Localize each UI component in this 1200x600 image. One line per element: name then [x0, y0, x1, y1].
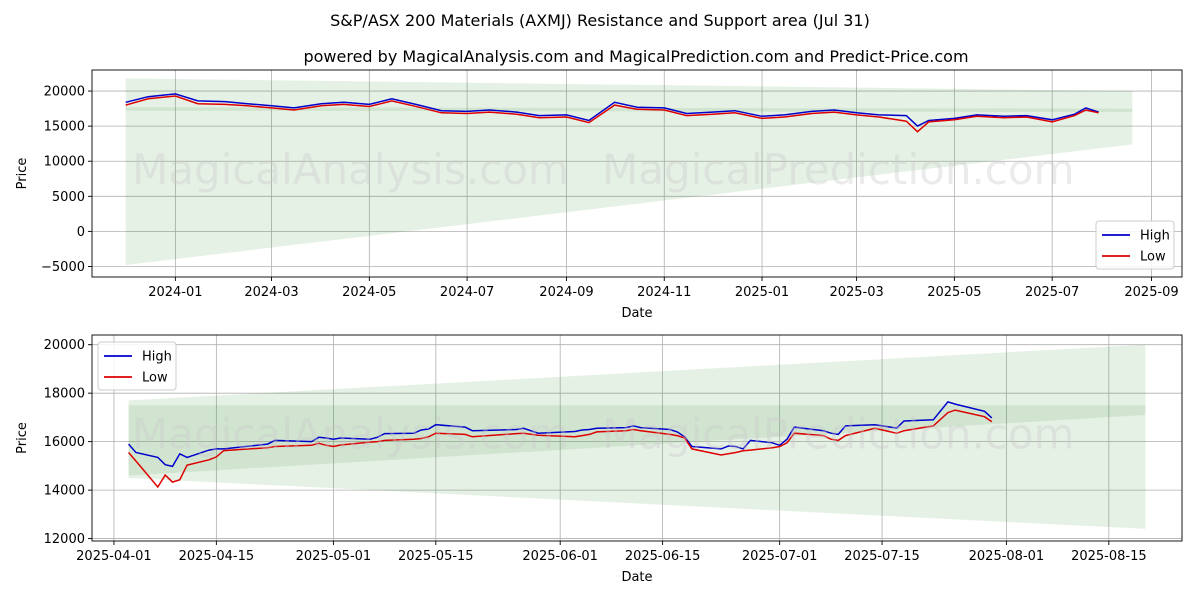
- x-tick-label: 2025-08-15: [1071, 549, 1147, 564]
- y-tick-label: 5000: [52, 190, 85, 205]
- resistance-support-band: [125, 107, 1133, 113]
- x-tick-label: 2024-09: [539, 285, 593, 300]
- x-tick-label: 2025-05: [927, 285, 981, 300]
- y-tick-label: 12000: [44, 532, 85, 547]
- legend: High Low: [97, 341, 177, 391]
- grid: [92, 70, 1182, 277]
- resistance-support-band: [125, 78, 1133, 266]
- series-line-low: [125, 95, 1099, 133]
- x-tick-label: 2024-03: [244, 285, 298, 300]
- legend-box: [1095, 220, 1175, 270]
- x-axis-label: Date: [621, 306, 652, 321]
- y-axis-label: Price: [15, 158, 30, 190]
- x-tick-label: 2025-09: [1124, 285, 1178, 300]
- plot-area: [125, 78, 1133, 266]
- watermark-text: MagicalPrediction.com: [602, 409, 1075, 458]
- legend-label-low: Low: [142, 371, 168, 386]
- series-line-high: [128, 401, 993, 468]
- x-tick-label: 2025-06-01: [522, 549, 598, 564]
- x-tick-label: 2025-04-15: [179, 549, 255, 564]
- x-axis-label: Date: [621, 570, 652, 585]
- series-line-high: [125, 93, 1099, 128]
- legend-box: [97, 341, 177, 391]
- y-tick-label: 20000: [44, 85, 85, 100]
- legend-label-low: Low: [1140, 250, 1166, 265]
- x-tick-label: 2024-01: [148, 285, 202, 300]
- x-tick-label: 2025-01: [735, 285, 789, 300]
- series-line-low: [128, 409, 993, 489]
- legend-label-high: High: [1140, 229, 1170, 244]
- y-tick-label: −5000: [41, 260, 85, 275]
- y-tick-label: 0: [77, 225, 85, 240]
- top-panel: MagicalAnalysis.com MagicalPrediction.com…: [15, 69, 1183, 321]
- axes-frame: [91, 69, 1183, 278]
- x-tick-label: 2025-04-01: [76, 549, 152, 564]
- x-tick-label: 2024-05: [342, 285, 396, 300]
- x-tick-label: 2025-07-15: [844, 549, 920, 564]
- y-tick-label: 20000: [44, 338, 85, 353]
- y-axis-label: Price: [15, 422, 30, 454]
- y-tick-label: 15000: [44, 120, 85, 135]
- watermark-text: MagicalPrediction.com: [602, 145, 1075, 194]
- x-tick-label: 2025-05-15: [398, 549, 474, 564]
- x-tick-label: 2025-05-01: [296, 549, 372, 564]
- x-tick-label: 2025-07: [1025, 285, 1079, 300]
- resistance-support-band: [128, 405, 1146, 476]
- x-tick-label: 2024-07: [440, 285, 494, 300]
- y-tick-label: 14000: [44, 484, 85, 499]
- y-tick-label: 16000: [44, 435, 85, 450]
- x-tick-label: 2025-06-15: [625, 549, 701, 564]
- x-tick-label: 2024-11: [637, 285, 691, 300]
- x-tick-label: 2025-08-01: [969, 549, 1045, 564]
- watermark-text: MagicalAnalysis.com: [132, 409, 569, 458]
- x-tick-label: 2025-07-01: [742, 549, 818, 564]
- y-tick-label: 18000: [44, 387, 85, 402]
- watermark-text: MagicalAnalysis.com: [132, 145, 569, 194]
- axes-frame: [91, 334, 1183, 542]
- chart-subtitle: powered by MagicalAnalysis.com and Magic…: [303, 47, 968, 66]
- y-tick-label: 10000: [44, 155, 85, 170]
- plot-area: [128, 344, 1146, 529]
- legend-label-high: High: [142, 350, 172, 365]
- legend: High Low: [1095, 220, 1175, 270]
- x-tick-label: 2025-03: [829, 285, 883, 300]
- chart-title: S&P/ASX 200 Materials (AXMJ) Resistance …: [330, 11, 870, 30]
- bottom-panel: MagicalAnalysis.com MagicalPrediction.com…: [15, 334, 1183, 585]
- resistance-support-band: [128, 344, 1146, 529]
